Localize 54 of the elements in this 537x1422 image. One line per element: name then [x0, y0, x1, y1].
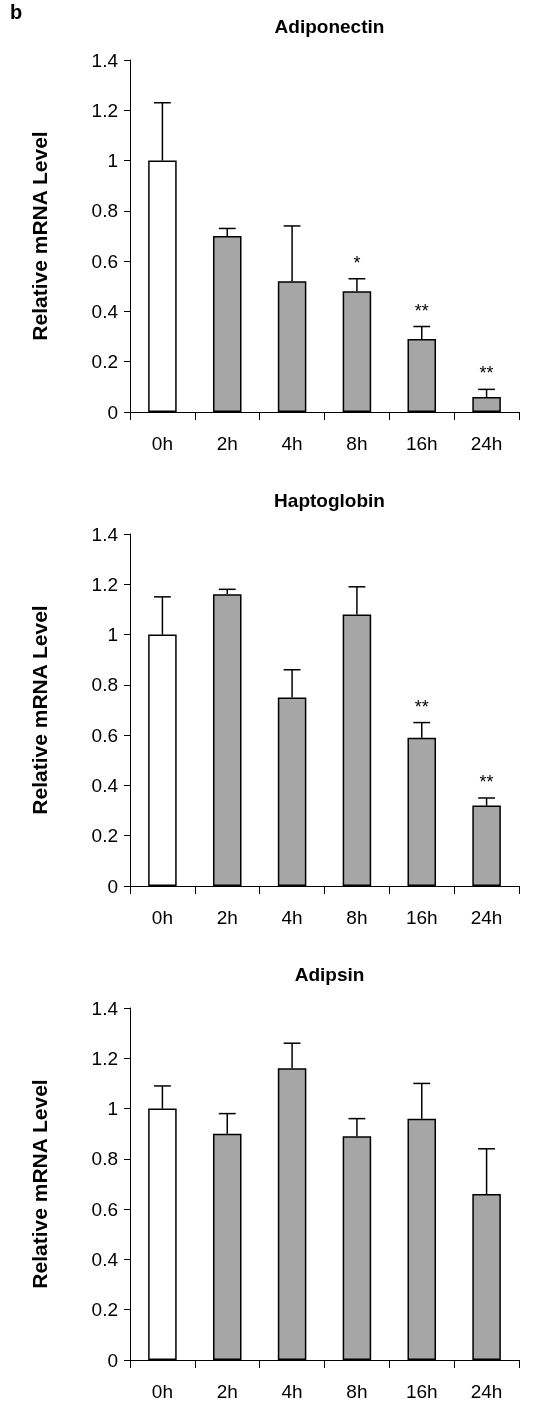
y-tick-label: 0.6: [91, 250, 118, 272]
x-tick-label: 16h: [405, 433, 438, 454]
annotation: **: [479, 772, 494, 792]
x-tick-label: 2h: [216, 907, 238, 928]
y-axis-title: Relative mRNA Level: [28, 605, 51, 815]
y-axis-title: Relative mRNA Level: [28, 131, 51, 341]
y-tick-label: 0.4: [91, 300, 119, 322]
x-tick-label: 16h: [405, 1381, 438, 1402]
y-tick-label: 0.6: [91, 724, 118, 746]
annotation: **: [414, 300, 429, 321]
x-tick-label: 0h: [151, 433, 173, 454]
y-tick-label: 1.4: [91, 523, 119, 545]
y-tick-label: 1.2: [91, 1047, 118, 1069]
x-tick-label: 4h: [281, 907, 303, 928]
y-tick-label: 1: [107, 1098, 118, 1120]
y-tick-label: 0.2: [91, 825, 118, 847]
y-tick-label: 0: [107, 401, 118, 423]
annotation: **: [414, 696, 429, 717]
y-tick-label: 0.4: [91, 1248, 119, 1270]
x-tick-label: 0h: [151, 1381, 173, 1402]
x-tick-label: 4h: [281, 1381, 303, 1402]
y-tick-label: 0.8: [91, 200, 118, 222]
y-tick-label: 1.2: [91, 99, 118, 121]
x-tick-label: 2h: [216, 1381, 238, 1402]
x-tick-label: 24h: [470, 1381, 503, 1402]
y-tick-label: 0.6: [91, 1198, 118, 1220]
y-axis-title: Relative mRNA Level: [28, 1079, 51, 1289]
x-tick-label: 4h: [281, 433, 303, 454]
y-tick-label: 0.8: [91, 1148, 118, 1170]
x-tick-label: 24h: [470, 433, 503, 454]
y-tick-label: 1.4: [91, 997, 119, 1019]
x-tick-label: 8h: [346, 1381, 368, 1402]
x-tick-label: 8h: [346, 433, 368, 454]
annotation: **: [479, 363, 494, 384]
x-tick-label: 0h: [151, 907, 173, 928]
y-tick-label: 0.2: [91, 351, 118, 373]
y-tick-label: 1.2: [91, 573, 118, 595]
text: b: [10, 1, 23, 23]
chart-title: Haptoglobin: [274, 490, 385, 511]
y-tick-label: 1.4: [91, 49, 119, 71]
x-tick-label: 24h: [470, 907, 503, 928]
chart-title: Adiponectin: [274, 16, 385, 37]
annotation: *: [353, 252, 361, 273]
y-tick-label: 0: [107, 1349, 118, 1371]
y-tick-label: 0.4: [91, 774, 119, 796]
chart-title: Adipsin: [294, 964, 365, 985]
y-tick-label: 1: [107, 624, 118, 646]
y-tick-label: 0.2: [91, 1299, 118, 1321]
y-tick-label: 0: [107, 875, 118, 897]
x-tick-label: 8h: [346, 907, 368, 928]
y-tick-label: 0.8: [91, 674, 118, 696]
y-tick-label: 1: [107, 150, 118, 172]
x-tick-label: 2h: [216, 433, 238, 454]
x-tick-label: 16h: [405, 907, 438, 928]
